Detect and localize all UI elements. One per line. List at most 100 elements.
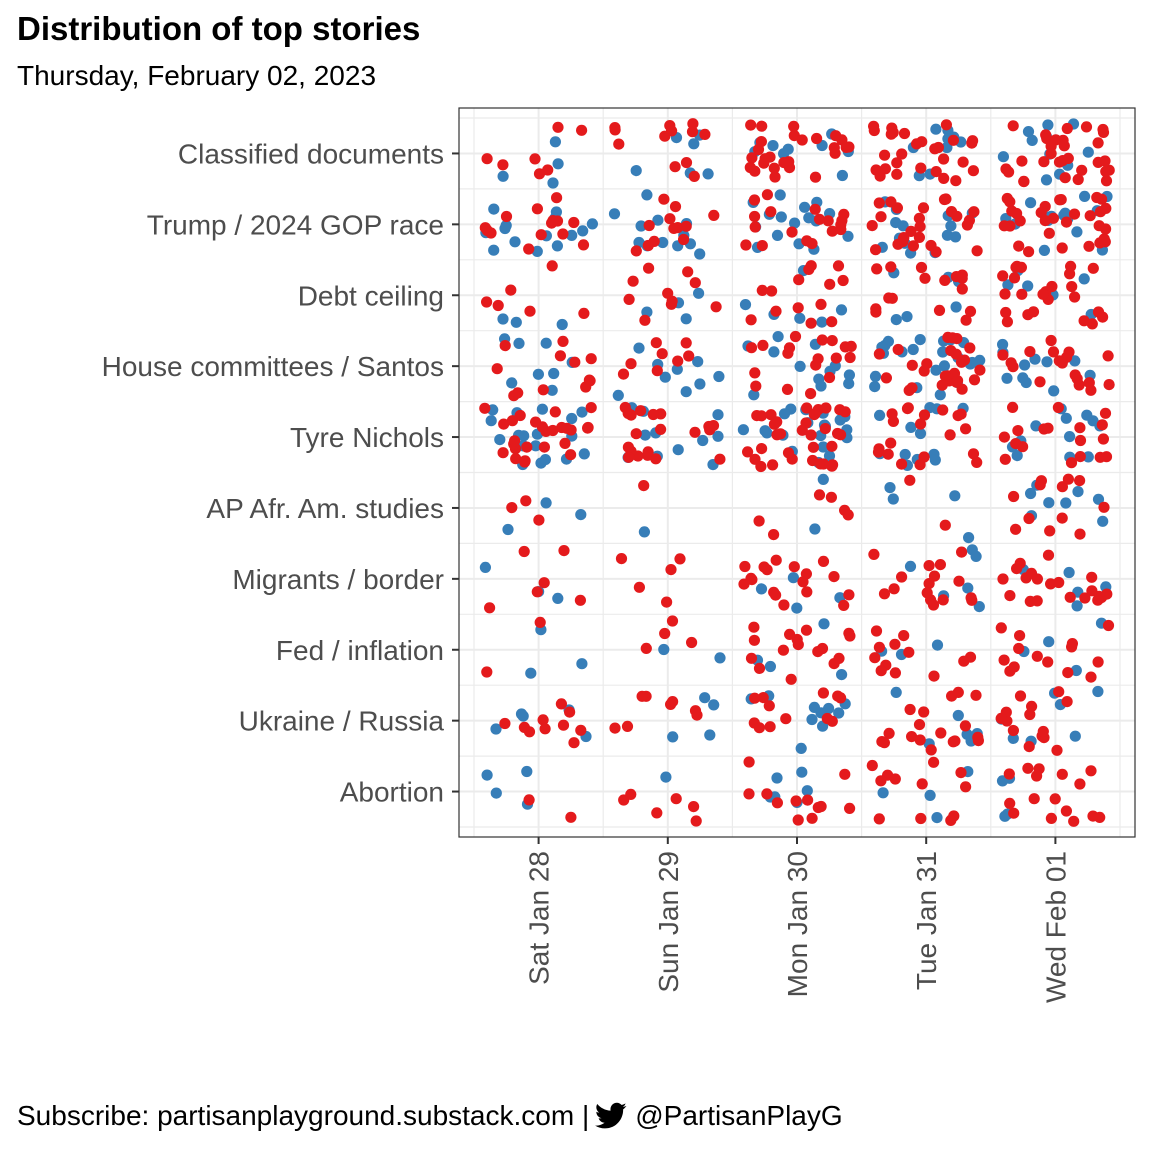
data-point [704,424,716,436]
data-point [531,586,543,598]
data-point [686,636,698,649]
data-point [660,771,672,783]
data-point [1001,372,1013,384]
data-point [931,812,943,824]
data-point [1031,573,1043,585]
x-tick-label: Tue Jan 31 [911,851,942,990]
data-point [1066,638,1078,650]
data-point [877,787,889,799]
data-point [967,135,979,147]
data-point [538,441,551,453]
data-point [693,287,705,299]
data-point [906,731,918,743]
data-point [1072,173,1084,186]
data-point [758,561,770,573]
data-point [1010,523,1022,535]
data-point [826,440,838,452]
data-point [1025,487,1037,500]
data-point [1042,549,1055,561]
data-point [889,773,901,785]
data-point [712,409,724,421]
data-point [699,692,711,704]
data-point [821,712,833,725]
data-point [874,409,886,421]
data-point [1008,490,1020,503]
data-point [499,222,511,235]
data-point [1056,242,1068,254]
data-point [566,412,578,425]
data-point [818,618,830,630]
data-point [568,737,580,749]
y-tick-label: Classified documents [178,138,444,169]
data-point [569,356,581,368]
data-point [499,717,511,730]
data-point [828,142,840,154]
data-point [1027,306,1040,318]
data-point [490,787,502,799]
data-point [915,162,927,174]
data-point [539,723,551,735]
data-point [817,458,830,470]
data-point [621,720,634,733]
data-point [866,759,878,772]
data-point [1064,431,1076,443]
data-point [1004,797,1016,810]
data-point [772,331,784,343]
data-point [955,767,967,779]
data-point [812,353,824,365]
data-point [1079,190,1091,202]
data-point [939,519,951,531]
data-point [803,263,815,275]
data-point [889,667,902,679]
data-point [680,220,692,232]
data-point [869,652,881,664]
data-point [1102,350,1114,362]
data-point [1038,423,1050,435]
data-point [518,545,530,558]
data-point [998,431,1011,443]
data-point [566,229,578,241]
data-point [815,380,827,392]
data-point [1040,129,1052,141]
data-point [508,435,521,447]
data-point [622,441,635,453]
data-point [764,660,777,673]
data-point [816,316,828,328]
data-point [710,301,722,313]
data-point [669,161,681,173]
data-point [768,418,781,430]
data-point [1042,119,1054,131]
data-point [1074,434,1087,447]
data-point [1010,261,1022,273]
data-point [1003,768,1015,780]
data-point [945,814,957,827]
data-point [1078,315,1090,327]
data-point [898,232,910,244]
data-point [743,788,755,800]
data-point [902,402,914,414]
data-point [1014,630,1026,642]
data-point [578,448,590,460]
data-point [702,168,714,180]
data-point [817,441,829,453]
data-point [547,424,559,437]
data-point [615,553,628,565]
data-point [523,794,535,806]
data-point [906,382,918,394]
data-point [1100,175,1113,187]
y-tick-label: Migrants / border [232,564,444,595]
data-point [774,428,787,440]
data-point [1041,356,1053,368]
data-point [1042,656,1054,668]
data-point [536,421,549,433]
data-point [997,338,1009,351]
data-point [824,278,836,290]
data-point [525,667,537,679]
data-point [686,126,699,138]
data-point [809,171,822,183]
data-point [791,602,803,614]
data-point [940,119,953,131]
data-point [899,448,911,461]
data-point [1100,451,1113,463]
data-point [1083,240,1095,252]
